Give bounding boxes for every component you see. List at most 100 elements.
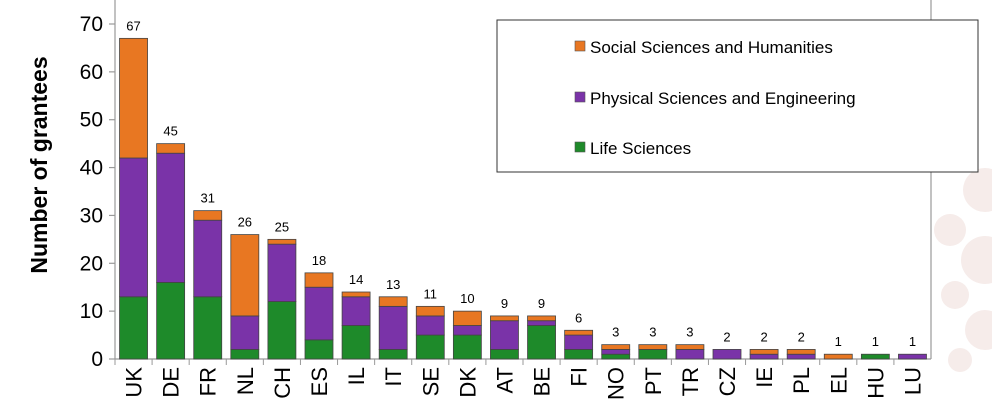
bar-segment-at [490,315,519,322]
x-tick-label-dk: DK [455,367,480,398]
y-tick-label: 20 [80,252,103,275]
x-tick-label-pt: PT [641,367,666,395]
y-tick-label: 70 [80,13,103,36]
x-tick-label-at: AT [492,367,517,393]
x-tick-label-fr: FR [196,367,221,396]
total-label-nl: 26 [238,215,252,230]
bar-segment-hu [860,353,890,360]
bar-segment-it [378,305,408,350]
bar-segment-cz [712,349,742,360]
y-tick-label: 60 [80,61,103,84]
total-label-at: 9 [501,296,508,311]
bar-segment-el [823,353,853,360]
total-label-fr: 31 [200,191,214,206]
bar-segment-pt [638,344,668,350]
bar-segment-lu [898,353,927,360]
bar-segment-uk [119,37,148,159]
x-tick-label-no: NO [604,367,629,400]
total-label-cz: 2 [723,329,730,344]
bar-segment-de [156,282,186,360]
bar-segment-at [490,320,519,350]
bar-segment-pt [638,349,668,360]
legend-label-life: Life Sciences [590,139,691,158]
bar-segment-pl [786,349,816,355]
bar-segment-fr [193,296,223,360]
total-label-fi: 6 [575,310,582,325]
legend-swatch-physical [574,91,586,103]
bar-segment-es [304,286,334,341]
total-label-el: 1 [835,334,842,349]
bar-segment-at [490,349,519,360]
total-label-de: 45 [163,124,177,139]
x-tick-label-il: IL [344,367,369,385]
bar-segment-tr [675,349,705,360]
bar-segment-it [378,296,408,307]
y-ticks: 0 10 20 30 40 50 60 70 [80,13,115,371]
x-tick-label-cz: CZ [715,367,740,396]
bar-segment-be [527,325,556,360]
bar-segment-il [341,296,371,326]
legend-swatch-life [574,141,586,153]
x-tick-label-nl: NL [233,367,258,395]
total-label-se: 11 [424,286,438,301]
y-tick-label: 10 [80,300,103,323]
bar-segment-uk [119,296,148,360]
total-label-pl: 2 [798,329,805,344]
bar-segment-es [304,272,334,288]
total-label-uk: 67 [126,18,140,33]
x-tick-label-se: SE [418,367,443,396]
background-decoration [934,168,992,372]
x-tick-label-it: IT [381,367,406,387]
legend-swatch-social [574,40,586,52]
bar-segment-fr [193,210,223,221]
x-tick-label-fi: FI [567,367,592,387]
y-axis-label: Number of grantees [26,56,52,273]
bar-segment-se [415,305,445,317]
bar-segment-es [304,339,334,360]
bar-segment-fi [564,334,594,350]
x-tick-label-uk: UK [122,367,147,398]
x-tick-label-be: BE [530,367,555,396]
bar-segment-no [601,349,631,355]
bar-segment-nl [230,349,260,360]
x-tick-label-tr: TR [678,367,703,396]
bar-segment-de [156,152,186,283]
x-tick-label-ch: CH [270,367,295,399]
bar-segment-dk [452,325,482,336]
legend-label-social: Social Sciences and Humanities [590,38,833,57]
x-tick-label-el: EL [826,367,851,394]
y-tick-label: 0 [91,348,103,371]
x-tick-label-es: ES [307,367,332,396]
bar-segment-no [601,344,631,350]
bar-segment-se [415,334,445,360]
x-tick-label-pl: PL [789,367,814,394]
total-label-be: 9 [538,296,545,311]
bar-segment-be [527,315,556,322]
bar-segment-nl [230,315,260,350]
legend-item-social: Social Sciences and Humanities [574,38,833,57]
bar-segment-ch [267,301,297,360]
x-tick-label-de: DE [159,367,184,398]
total-label-ie: 2 [760,329,767,344]
bar-segment-dk [452,334,482,360]
bar-segment-dk [452,310,482,326]
total-label-dk: 10 [460,291,474,306]
total-label-tr: 3 [686,325,693,340]
bar-segment-no [601,353,631,360]
bar-segment-ch [267,243,297,302]
bar-segment-nl [230,234,260,317]
y-tick-label: 30 [80,204,103,227]
bar-segment-be [527,320,556,326]
legend-item-life: Life Sciences [574,139,691,158]
bar-segment-uk [119,157,148,298]
total-label-ch: 25 [275,219,289,234]
bar-segment-tr [675,344,705,350]
legend: Social Sciences and Humanities Physical … [496,19,979,173]
x-ticks: UK DE FR NL CH ES IL IT SE DK AT BE FI NO PT TR CZ IE PL EL… [114,359,925,400]
bar-segment-se [415,315,445,336]
bar-segment-de [156,143,186,154]
total-label-hu: 1 [872,334,879,349]
x-tick-label-hu: HU [863,367,888,399]
bars [119,37,927,360]
